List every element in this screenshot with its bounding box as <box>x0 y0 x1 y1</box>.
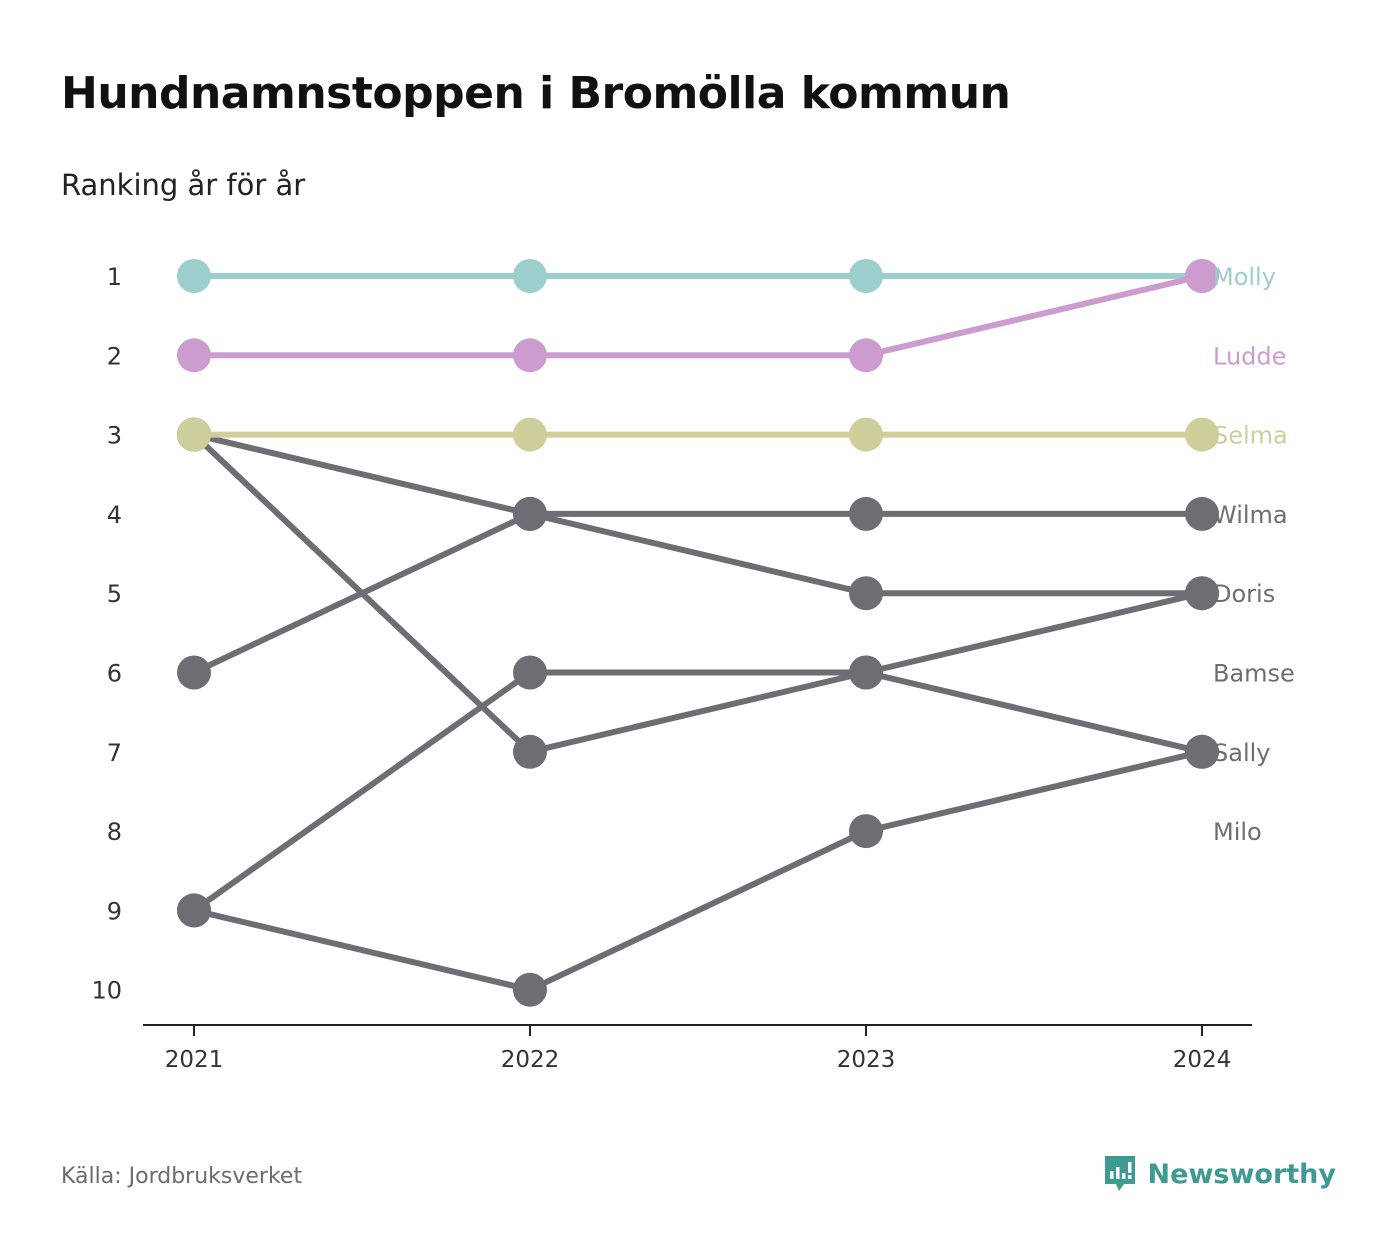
y-tick-label: 1 <box>107 263 122 291</box>
x-tick-label: 2022 <box>501 1047 560 1073</box>
data-point-milo <box>1185 734 1219 769</box>
data-point-selma <box>849 417 883 452</box>
brand-name: Newsworthy <box>1147 1158 1336 1190</box>
data-point-wilma <box>177 655 211 690</box>
y-tick-label: 5 <box>107 580 122 608</box>
y-tick-label: 9 <box>107 897 122 925</box>
source-note: Källa: Jordbruksverket <box>61 1164 303 1189</box>
data-point-sally <box>849 655 883 690</box>
data-point-ludde <box>1185 259 1219 293</box>
data-point-ludde <box>849 338 883 373</box>
y-tick-label: 3 <box>107 422 122 450</box>
x-tick-label: 2021 <box>165 1047 224 1073</box>
data-point-bamse <box>513 655 547 690</box>
data-point-ludde <box>177 338 211 373</box>
data-point-molly <box>849 259 883 293</box>
data-point-selma <box>177 417 211 452</box>
end-label-bamse: Bamse <box>1213 660 1295 688</box>
y-tick-label: 10 <box>91 977 122 1005</box>
end-label-wilma: Wilma <box>1213 501 1288 529</box>
data-point-molly <box>177 259 211 293</box>
data-point-milo <box>513 972 547 1007</box>
series-line-bamse <box>191 669 1205 914</box>
y-tick-label: 7 <box>107 739 122 767</box>
chart-title: Hundnamnstoppen i Bromölla kommun <box>61 68 1011 119</box>
data-point-wilma <box>1185 496 1219 531</box>
data-point-doris <box>513 496 547 531</box>
x-tick-label: 2024 <box>1173 1047 1232 1073</box>
chart-subtitle: Ranking år för år <box>61 168 306 202</box>
y-tick-label: 2 <box>107 342 122 370</box>
series-line-doris <box>191 431 1205 597</box>
y-tick-label: 4 <box>107 501 122 529</box>
end-label-sally: Sally <box>1213 739 1270 767</box>
y-tick-label: 6 <box>107 660 122 688</box>
end-label-milo: Milo <box>1213 818 1262 846</box>
data-point-wilma <box>849 496 883 531</box>
series-line-milo <box>191 748 1205 993</box>
data-point-sally <box>1185 576 1219 611</box>
data-point-milo <box>849 814 883 849</box>
series-line-sally <box>191 431 1205 755</box>
data-point-ludde <box>513 338 547 373</box>
data-point-selma <box>513 417 547 452</box>
y-tick-label: 8 <box>107 818 122 846</box>
end-label-ludde: Ludde <box>1213 342 1286 370</box>
end-label-doris: Doris <box>1213 580 1275 608</box>
data-point-molly <box>513 259 547 293</box>
series-line-ludde <box>191 273 1205 359</box>
data-point-doris <box>849 576 883 611</box>
x-tick-label: 2023 <box>837 1047 896 1073</box>
end-label-molly: Molly <box>1213 263 1276 291</box>
newsworthy-logo-icon <box>1104 1156 1135 1191</box>
brand-logo[interactable]: Newsworthy <box>1102 1154 1336 1194</box>
data-point-selma <box>1185 417 1219 452</box>
data-point-sally <box>513 734 547 769</box>
data-point-milo <box>177 893 211 928</box>
end-label-selma: Selma <box>1213 422 1288 450</box>
